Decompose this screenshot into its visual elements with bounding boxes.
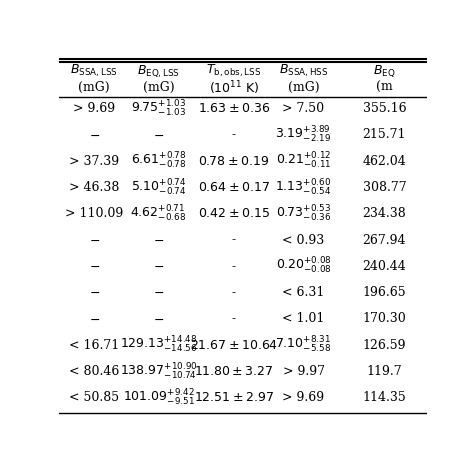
Text: $-$: $-$ <box>89 260 100 273</box>
Text: -: - <box>232 128 236 141</box>
Text: 355.16: 355.16 <box>363 102 406 115</box>
Text: $-$: $-$ <box>153 312 164 326</box>
Text: $0.64 \pm 0.17$: $0.64 \pm 0.17$ <box>198 181 270 194</box>
Text: < 50.85: < 50.85 <box>69 391 119 404</box>
Text: > 7.50: > 7.50 <box>283 102 325 115</box>
Text: > 46.38: > 46.38 <box>69 181 119 194</box>
Text: $4.62^{+0.71}_{-0.68}$: $4.62^{+0.71}_{-0.68}$ <box>130 204 187 224</box>
Text: 462.04: 462.04 <box>363 155 406 168</box>
Text: > 9.69: > 9.69 <box>73 102 115 115</box>
Text: > 110.09: > 110.09 <box>65 207 123 220</box>
Text: $-$: $-$ <box>153 128 164 141</box>
Text: -: - <box>232 260 236 273</box>
Text: $3.19^{+3.89}_{-2.19}$: $3.19^{+3.89}_{-2.19}$ <box>275 125 332 145</box>
Text: > 9.97: > 9.97 <box>283 365 325 378</box>
Text: > 37.39: > 37.39 <box>69 155 119 168</box>
Text: $138.97^{+10.90}_{-10.74}$: $138.97^{+10.90}_{-10.74}$ <box>119 362 197 382</box>
Text: $1.63 \pm 0.36$: $1.63 \pm 0.36$ <box>198 102 270 115</box>
Text: 196.65: 196.65 <box>363 286 406 299</box>
Text: 215.71: 215.71 <box>363 128 406 141</box>
Text: $-$: $-$ <box>89 286 100 299</box>
Text: (mG): (mG) <box>143 82 174 94</box>
Text: -: - <box>232 234 236 246</box>
Text: $B_{\rm SSA,LSS}$: $B_{\rm SSA,LSS}$ <box>70 63 118 79</box>
Text: < 0.93: < 0.93 <box>283 234 325 246</box>
Text: $12.51 \pm 2.97$: $12.51 \pm 2.97$ <box>194 391 273 404</box>
Text: $-$: $-$ <box>89 312 100 326</box>
Text: 234.38: 234.38 <box>363 207 406 220</box>
Text: $101.09^{+9.42}_{-9.51}$: $101.09^{+9.42}_{-9.51}$ <box>122 388 194 408</box>
Text: -: - <box>232 312 236 326</box>
Text: < 16.71: < 16.71 <box>69 339 119 352</box>
Text: $11.80 \pm 3.27$: $11.80 \pm 3.27$ <box>194 365 273 378</box>
Text: $-$: $-$ <box>89 128 100 141</box>
Text: $129.13^{+14.48}_{-14.56}$: $129.13^{+14.48}_{-14.56}$ <box>120 335 197 356</box>
Text: 119.7: 119.7 <box>366 365 402 378</box>
Text: $0.42 \pm 0.15$: $0.42 \pm 0.15$ <box>198 207 270 220</box>
Text: (mG): (mG) <box>78 82 110 94</box>
Text: $7.10^{+8.31}_{-5.58}$: $7.10^{+8.31}_{-5.58}$ <box>275 335 332 356</box>
Text: 114.35: 114.35 <box>363 391 406 404</box>
Text: $0.73^{+0.53}_{-0.36}$: $0.73^{+0.53}_{-0.36}$ <box>276 204 331 224</box>
Text: $T_{\rm b,obs,LSS}$: $T_{\rm b,obs,LSS}$ <box>206 63 261 79</box>
Text: $5.10^{+0.74}_{-0.74}$: $5.10^{+0.74}_{-0.74}$ <box>131 177 186 198</box>
Text: 240.44: 240.44 <box>363 260 406 273</box>
Text: 170.30: 170.30 <box>363 312 406 326</box>
Text: (m: (m <box>376 82 393 94</box>
Text: $-$: $-$ <box>153 234 164 246</box>
Text: $B_{\rm EQ}$: $B_{\rm EQ}$ <box>373 63 396 79</box>
Text: $21.67 \pm 10.64$: $21.67 \pm 10.64$ <box>190 339 278 352</box>
Text: < 6.31: < 6.31 <box>283 286 325 299</box>
Text: -: - <box>232 286 236 299</box>
Text: $-$: $-$ <box>153 260 164 273</box>
Text: 267.94: 267.94 <box>363 234 406 246</box>
Text: 308.77: 308.77 <box>363 181 406 194</box>
Text: < 1.01: < 1.01 <box>283 312 325 326</box>
Text: $9.75^{+1.03}_{-1.03}$: $9.75^{+1.03}_{-1.03}$ <box>131 99 186 119</box>
Text: $0.21^{+0.12}_{-0.11}$: $0.21^{+0.12}_{-0.11}$ <box>276 151 331 171</box>
Text: $0.20^{+0.08}_{-0.08}$: $0.20^{+0.08}_{-0.08}$ <box>276 256 331 276</box>
Text: $(10^{11}\ \mathrm{K})$: $(10^{11}\ \mathrm{K})$ <box>209 79 259 97</box>
Text: > 9.69: > 9.69 <box>283 391 325 404</box>
Text: $B_{\rm SSA,HSS}$: $B_{\rm SSA,HSS}$ <box>279 63 328 79</box>
Text: 126.59: 126.59 <box>363 339 406 352</box>
Text: < 80.46: < 80.46 <box>69 365 119 378</box>
Text: $B_{\rm EQ,LSS}$: $B_{\rm EQ,LSS}$ <box>137 63 180 79</box>
Text: $-$: $-$ <box>153 286 164 299</box>
Text: (mG): (mG) <box>288 82 319 94</box>
Text: $1.13^{+0.60}_{-0.54}$: $1.13^{+0.60}_{-0.54}$ <box>275 177 332 198</box>
Text: $0.78 \pm 0.19$: $0.78 \pm 0.19$ <box>198 155 269 168</box>
Text: $6.61^{+0.78}_{-0.78}$: $6.61^{+0.78}_{-0.78}$ <box>131 151 186 171</box>
Text: $-$: $-$ <box>89 234 100 246</box>
